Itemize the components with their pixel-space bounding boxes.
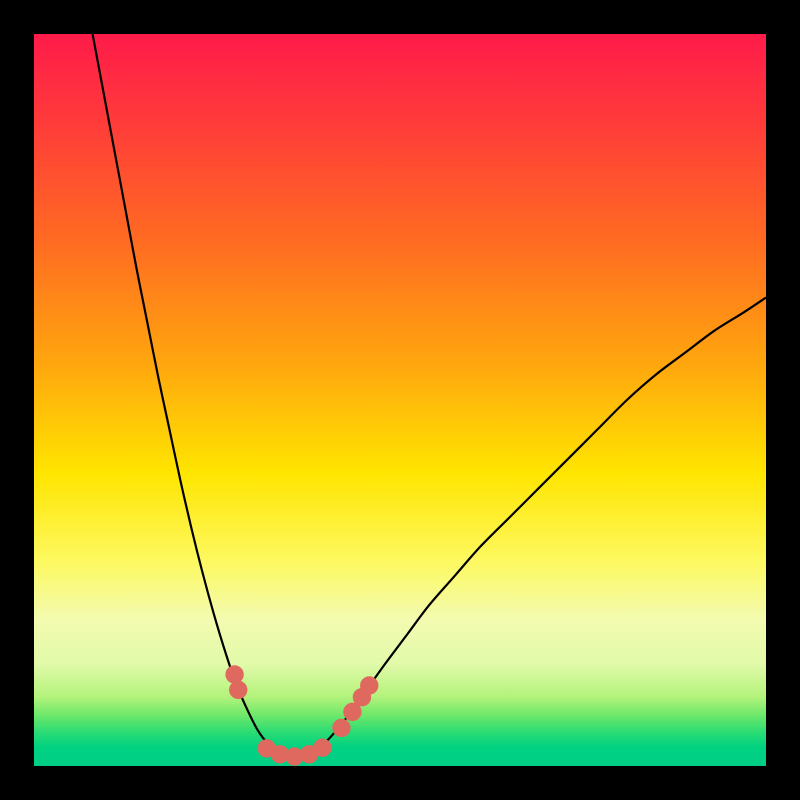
curve-marker: [313, 739, 331, 757]
curve-marker: [332, 719, 350, 737]
curve-marker: [229, 681, 247, 699]
chart-frame: TheBottleneck.com: [0, 0, 800, 800]
bottleneck-curve-chart: [0, 0, 800, 800]
curve-marker: [360, 676, 378, 694]
plot-background: [34, 34, 766, 766]
curve-marker: [225, 665, 243, 683]
